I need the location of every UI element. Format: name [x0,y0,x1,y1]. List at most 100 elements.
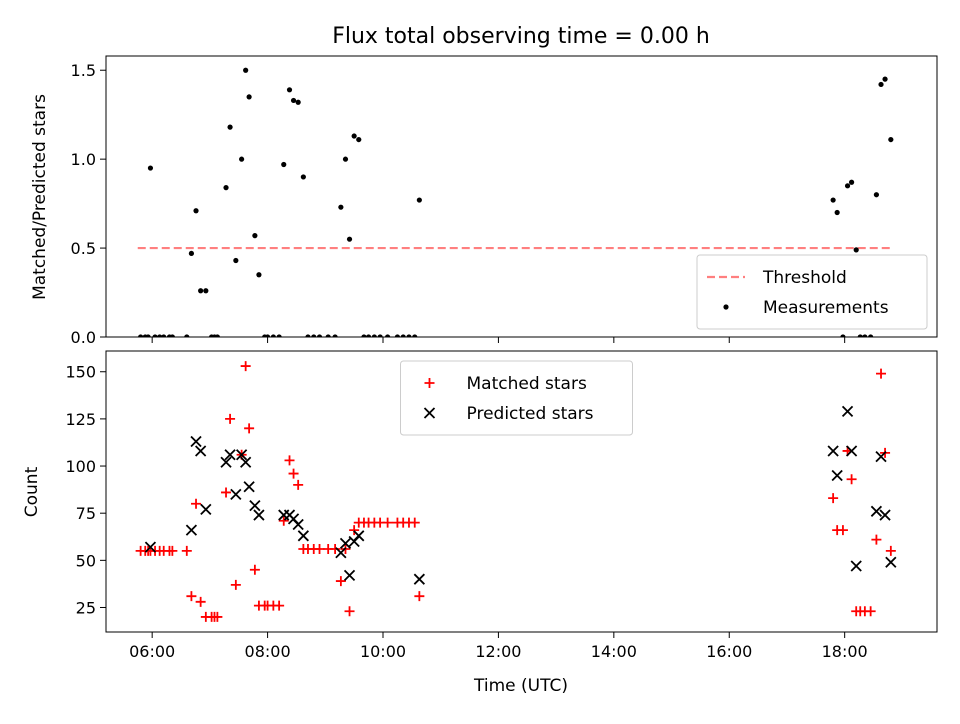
measurements-point [223,185,229,191]
measurements-point [169,334,175,337]
measurements-point [377,334,383,337]
measurements-point [281,161,287,168]
matched-stars-point [414,591,425,602]
top-panel: 0.0 0.5 1.0 1.5 Threshold Measurements [71,55,938,347]
measurements-point [361,334,367,337]
x-tick-label: 06:00 [129,642,175,661]
bottom-x-axis-label: Time (UTC) [473,676,568,696]
predicted-stars-point [253,509,265,521]
x-tick-label: 10:00 [360,642,406,661]
legend-matched-stars-label: Matched stars [467,374,587,394]
x-tick-label: 18:00 [822,642,868,661]
measurements-point [300,174,306,180]
predicted-stars-point [243,481,255,493]
y-tick-label: 1.0 [71,150,96,169]
measurements-point [256,272,262,278]
bottom-y-axis-label: Count [22,466,42,517]
measurements-point [152,334,158,337]
y-tick-label: 150 [65,363,96,382]
measurements-point [862,334,868,337]
measurements-point [834,209,840,216]
predicted-stars-point [841,405,854,417]
measurements-point [332,334,338,337]
predicted-stars-point [230,488,242,500]
legend-measurements-label: Measurements [763,298,889,318]
matched-stars-point [382,517,393,528]
measurements-point [145,334,151,337]
matched-stars-point [186,591,197,602]
legend-threshold-label: Threshold [762,268,847,288]
matched-stars-point [225,413,236,424]
measurements-point [351,133,357,139]
y-tick-label: 0.0 [71,328,96,347]
matched-stars-point [344,606,355,617]
predicted-stars-point [224,449,236,461]
measurements-point [853,247,859,253]
measurements-point [878,81,884,88]
measurements-point [365,334,372,337]
measurements-point [252,233,258,239]
measurements-point [311,334,317,337]
measurements-point [346,236,353,242]
predicted-stars-point [831,469,843,482]
measurements-point [412,334,418,337]
predicted-stars-point [235,449,248,461]
predicted-stars-point [870,505,883,517]
predicted-stars-point [190,435,202,448]
measurements-point [840,334,846,337]
x-tick-label: 08:00 [245,642,291,661]
matched-stars-point [330,544,341,555]
x-tick-label: 16:00 [706,642,752,661]
measurements-point [188,250,195,257]
matched-stars-point [191,498,202,509]
predicted-stars-point [413,573,425,585]
measurements-point [290,97,297,104]
predicted-stars-point [879,509,891,521]
predicted-stars-point [297,530,309,542]
matched-stars-point [335,576,346,587]
measurements-point [184,334,190,337]
legend-matched-stars-swatch [424,378,435,388]
measurements-point [844,183,851,189]
y-tick-label: 1.5 [71,61,96,80]
matched-stars-point [244,423,255,434]
measurements-point [147,165,154,171]
matched-stars-point [230,579,241,590]
matched-stars-point [314,544,325,555]
y-tick-label: 50 [76,551,96,570]
predicted-stars-point [144,541,157,553]
measurements-point [342,156,349,162]
measurements-point [882,76,888,82]
matched-stars-point [195,596,206,607]
x-tick-label: 14:00 [591,642,637,661]
matched-stars-point [278,515,289,526]
matched-stars-point [293,479,304,490]
legend: Matched stars Predicted stars [400,360,633,436]
matched-stars-point [288,468,299,479]
matched-stars-point [212,611,223,622]
matched-stars-point [885,545,896,556]
predicted-stars-point [845,445,858,457]
measurements-point [888,136,894,143]
matched-stars-point [871,534,882,545]
marks [135,361,897,622]
y-tick-label: 75 [76,504,96,523]
measurements-point [193,208,199,214]
y-tick-label: 100 [65,457,96,476]
plot-frame [105,55,938,338]
measurements-point [295,99,301,105]
predicted-stars-point [185,524,198,536]
measurements-point [286,87,293,93]
legend-box [400,360,633,436]
measurements-point [246,94,252,100]
y-tick-label: 25 [76,598,96,617]
predicted-stars-point [850,560,862,572]
y-tick-label: 0.5 [71,239,96,258]
measurements-point [356,136,362,143]
measurements-point [371,334,377,337]
plot-frame [105,350,938,633]
measurements-point [857,334,863,337]
predicted-stars-point [353,530,365,542]
predicted-stars-point [200,503,212,516]
legend-predicted-stars-label: Predicted stars [467,404,594,424]
